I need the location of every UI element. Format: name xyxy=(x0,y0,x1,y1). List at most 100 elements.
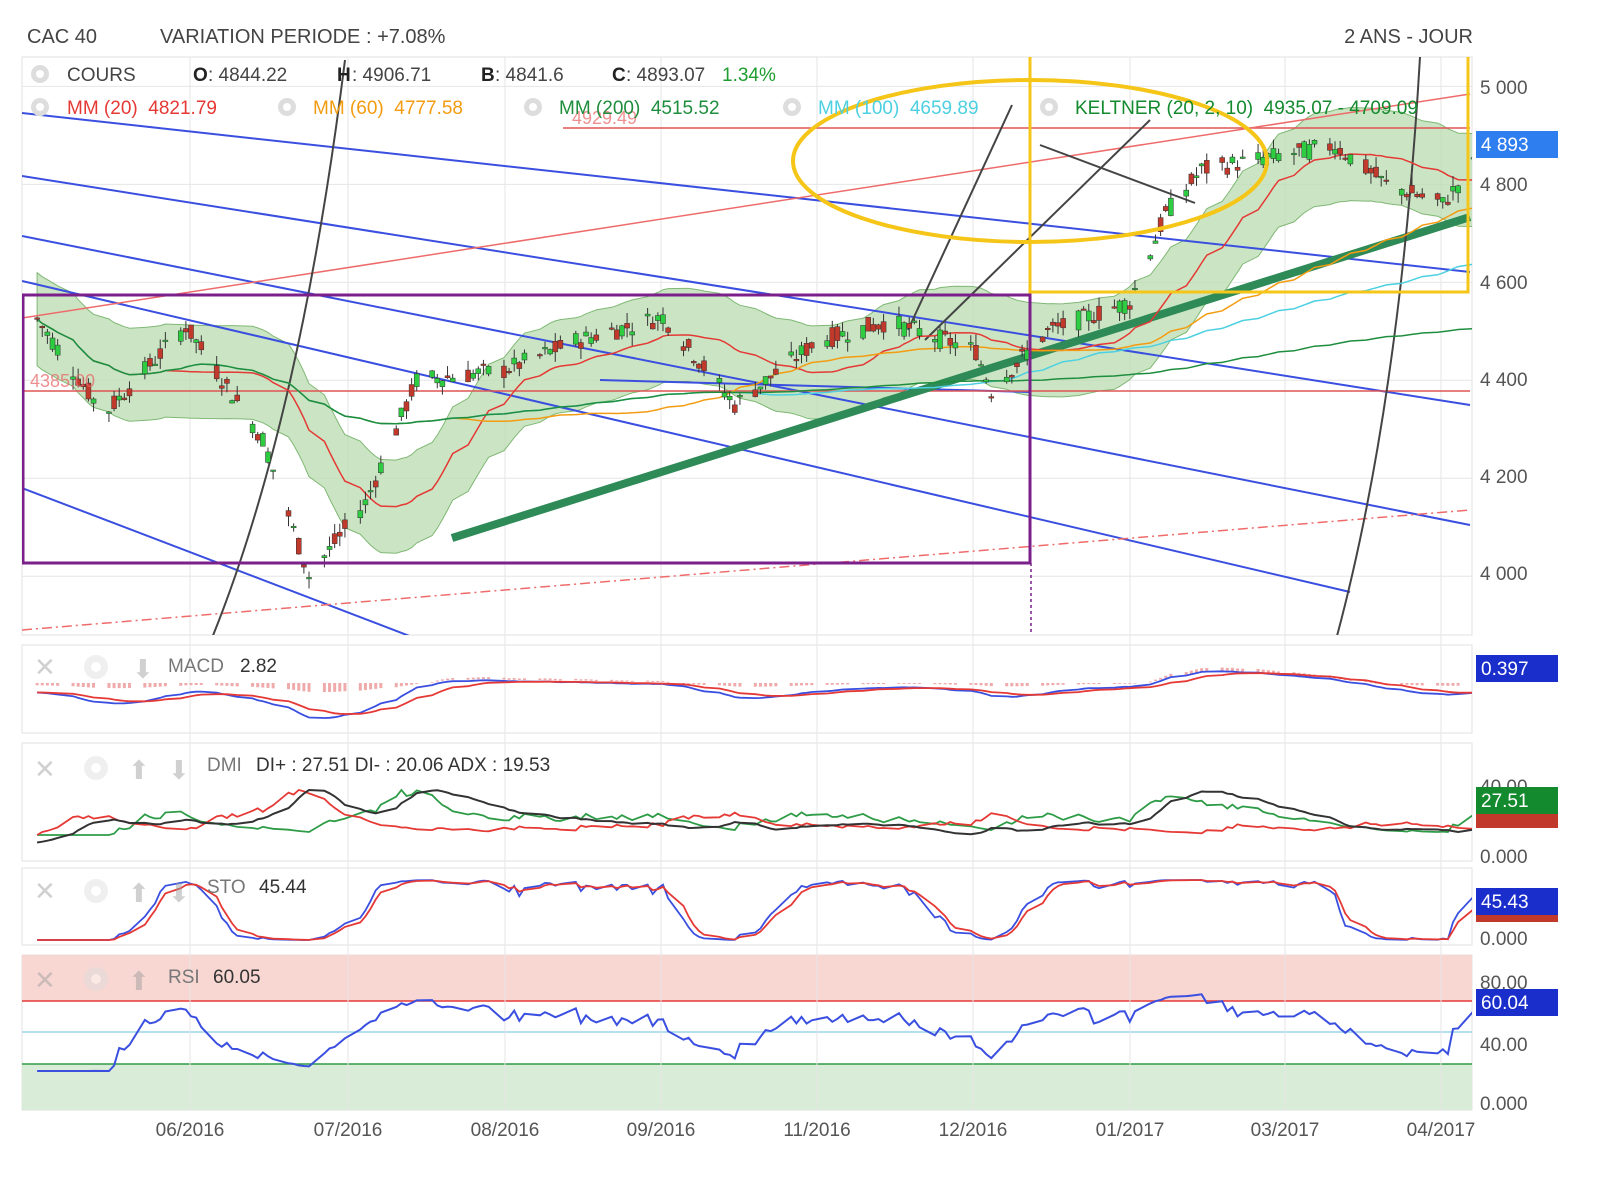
candle xyxy=(1229,153,1236,165)
gear-icon[interactable] xyxy=(31,98,49,116)
candle xyxy=(716,374,723,391)
candle xyxy=(752,381,759,398)
candle xyxy=(90,397,97,412)
macd-hist-bar xyxy=(256,683,260,688)
candle xyxy=(1291,148,1297,165)
dmi-badge-value: 27.51 xyxy=(1481,791,1529,812)
gear-icon[interactable] xyxy=(84,967,108,991)
candle xyxy=(516,361,523,377)
candle xyxy=(1152,234,1159,244)
candle xyxy=(1434,192,1441,207)
macd-hist-bar xyxy=(1482,683,1485,685)
arrow-up-icon[interactable]: ⬆ xyxy=(128,966,150,996)
gear-icon[interactable] xyxy=(278,98,296,116)
legend-mm60: MM (60) 4777.58 xyxy=(313,98,463,119)
close-icon[interactable]: ✕ xyxy=(34,652,56,682)
level-label-high: 4929.49 xyxy=(572,108,637,128)
candle xyxy=(157,339,163,369)
candle xyxy=(254,431,261,444)
gear-icon[interactable] xyxy=(524,98,542,116)
macd-hist-bar xyxy=(1256,668,1260,673)
gear-icon[interactable] xyxy=(783,98,801,116)
sto-badge xyxy=(1476,888,1558,915)
candle xyxy=(1378,175,1384,187)
close-icon[interactable]: ✕ xyxy=(34,965,56,995)
candle xyxy=(660,307,666,332)
macd-hist-bar xyxy=(1446,683,1450,686)
macd-hist-bar xyxy=(430,682,434,683)
macd-hist-bar xyxy=(363,683,367,691)
candle xyxy=(793,349,800,369)
candle xyxy=(224,376,230,393)
dmi-label: DMI xyxy=(207,755,242,776)
candle xyxy=(147,353,153,371)
gear-icon[interactable] xyxy=(84,655,108,679)
candle xyxy=(290,523,297,532)
period-selector[interactable]: 2 ANS - JOUR xyxy=(1344,26,1473,48)
candle xyxy=(142,356,148,380)
macd-hist-bar xyxy=(1436,683,1440,686)
macd-hist-bar xyxy=(158,683,162,687)
macd-hist-bar xyxy=(1241,668,1245,673)
macd-hist-bar xyxy=(1236,668,1240,673)
macd-hist-bar xyxy=(687,683,691,684)
macd-hist-bar xyxy=(369,683,373,690)
candle xyxy=(111,390,117,412)
macd-hist-bar xyxy=(579,679,583,681)
current-price-label: 4 893 xyxy=(1481,135,1529,156)
candle xyxy=(475,366,482,381)
macd-hist-bar xyxy=(35,683,39,686)
candle xyxy=(1157,213,1164,237)
candle xyxy=(1127,300,1133,320)
fan-line-2 xyxy=(924,119,1151,341)
arrow-up-icon[interactable]: ⬆ xyxy=(128,878,150,908)
macd-hist-bar xyxy=(594,679,598,682)
gear-icon[interactable] xyxy=(31,65,49,83)
arrow-down-icon[interactable]: ⬇ xyxy=(168,755,190,785)
sto-label: STO xyxy=(207,877,246,898)
candle xyxy=(506,367,512,375)
macd-hist-bar xyxy=(251,683,255,687)
macd-hist-bar xyxy=(1056,683,1060,685)
price-axis: 5 000 4 800 4 600 4 400 4 200 4 000 xyxy=(1480,78,1528,585)
candle xyxy=(839,322,846,338)
macd-hist-bar xyxy=(902,683,906,684)
candle xyxy=(865,317,871,332)
candle xyxy=(1239,149,1246,160)
x-tick: 07/2016 xyxy=(314,1120,383,1141)
macd-hist-bar xyxy=(861,683,865,685)
macd-panel-frame xyxy=(21,644,1473,734)
arrow-up-icon[interactable]: ⬆ xyxy=(128,755,150,785)
candle xyxy=(1363,154,1369,176)
sto-controls: ✕ ⬆ ⬇ xyxy=(34,876,190,908)
candle xyxy=(357,500,364,524)
gear-icon[interactable] xyxy=(1040,98,1058,116)
macd-hist-bar xyxy=(189,683,193,686)
macd-hist-bar xyxy=(882,683,886,685)
macd-hist-bar xyxy=(338,683,342,692)
macd-hist-bar xyxy=(1164,675,1168,679)
macd-hist-bar xyxy=(1420,683,1424,686)
candle xyxy=(685,338,692,352)
arrow-down-icon[interactable]: ⬇ xyxy=(168,878,190,908)
gear-icon[interactable] xyxy=(84,879,108,903)
macd-badge xyxy=(1476,655,1558,682)
macd-hist-bar xyxy=(984,683,988,686)
candle xyxy=(880,314,887,340)
close-icon[interactable]: ✕ xyxy=(34,876,56,906)
keltner-band xyxy=(36,106,1472,554)
legend-mm200: MM (200) 4515.52 xyxy=(559,98,720,119)
candle xyxy=(1014,362,1020,374)
macd-hist-bar xyxy=(800,683,803,686)
gear-icon[interactable] xyxy=(84,756,108,780)
macd-hist-bar xyxy=(979,683,983,686)
candle xyxy=(1183,183,1189,204)
candle xyxy=(439,380,446,395)
macd-hist-bar xyxy=(194,683,198,686)
macd-hist-bar xyxy=(1118,683,1122,684)
candle xyxy=(583,326,589,337)
arrow-down-icon[interactable]: ⬇ xyxy=(132,654,154,684)
close-icon[interactable]: ✕ xyxy=(34,754,56,784)
rsi-tick: 80.00 xyxy=(1480,973,1528,994)
